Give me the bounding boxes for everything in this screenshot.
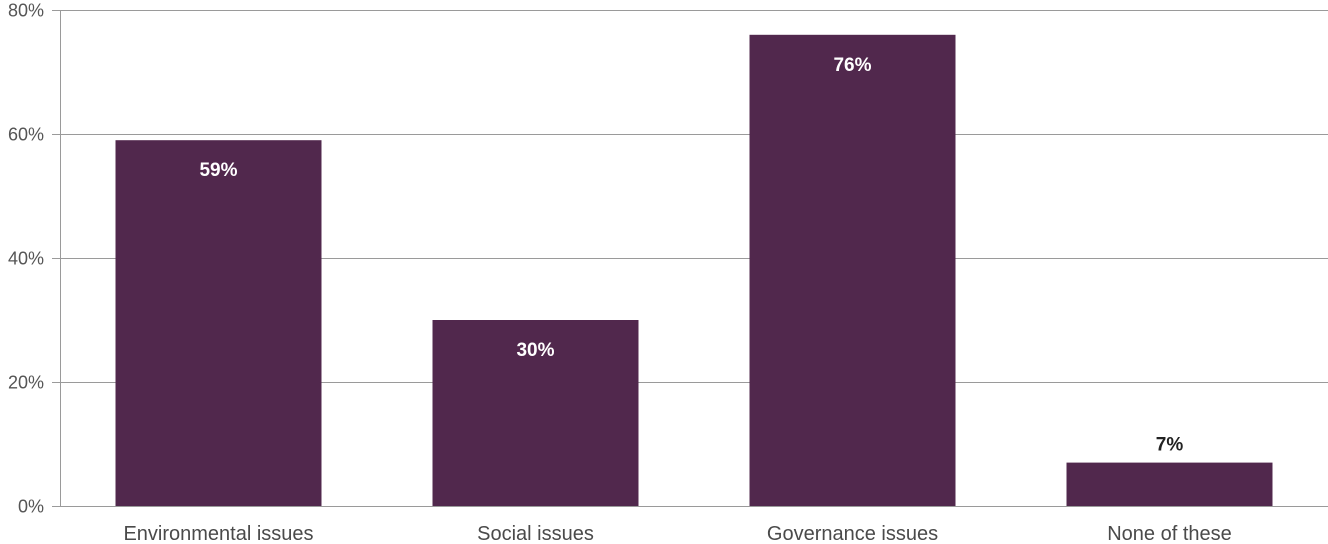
bar <box>115 140 322 506</box>
bar <box>1066 462 1273 506</box>
bars <box>115 34 1273 507</box>
y-tick-label: 80% <box>8 1 44 21</box>
bar-value-label: 59% <box>199 160 237 181</box>
x-category-label: Environmental issues <box>123 523 313 544</box>
bar-value-label: 7% <box>1156 435 1184 456</box>
bar-value-label: 30% <box>516 340 554 361</box>
y-tick-label: 20% <box>8 373 44 393</box>
bar-value-label: 76% <box>833 55 871 76</box>
x-category-label: Social issues <box>477 523 594 544</box>
x-category-label: Governance issues <box>767 523 938 544</box>
y-axis-ticks: 0% 20% 40% 60% 80% <box>8 1 44 517</box>
data-labels: 59% 30% 76% 7% <box>199 55 1183 456</box>
y-tick-label: 0% <box>18 497 44 517</box>
y-tick-label: 40% <box>8 249 44 269</box>
x-category-label: None of these <box>1107 523 1232 544</box>
bar <box>432 320 639 506</box>
y-tick-label: 60% <box>8 125 44 145</box>
bar <box>749 34 956 507</box>
x-axis-categories: Environmental issues Social issues Governa… <box>123 523 1231 544</box>
